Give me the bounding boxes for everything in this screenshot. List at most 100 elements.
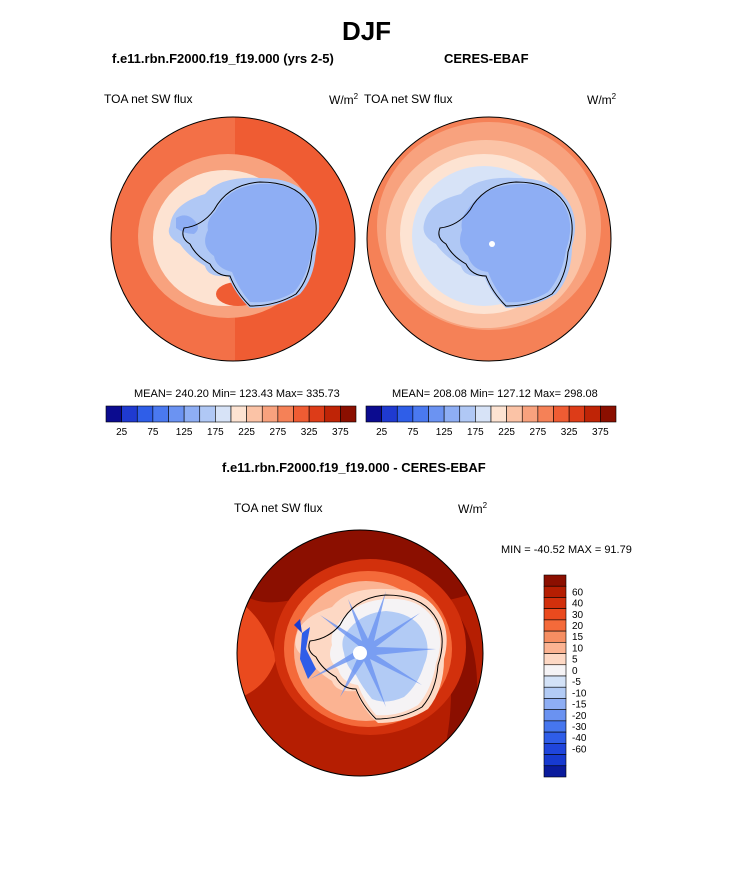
diff-colorbar-label: 0 bbox=[572, 666, 578, 677]
diff-colorbar-label: -5 bbox=[572, 677, 581, 688]
panel-1-colorbar-swatch bbox=[199, 405, 216, 423]
panel-2-colorbar-tick-label: 375 bbox=[592, 427, 609, 438]
panel-1-colorbar-swatch bbox=[136, 405, 154, 423]
panel-2-colorbar-tick-label: 25 bbox=[376, 427, 388, 438]
panel-2-colorbar-tick-label: 175 bbox=[467, 427, 484, 438]
panel-1-colorbar-swatch bbox=[121, 405, 138, 423]
panel-1-colorbar-tick-label: 25 bbox=[116, 427, 128, 438]
panel-1-colorbar-swatch bbox=[261, 405, 279, 423]
diff-colorbar-swatch bbox=[543, 686, 567, 699]
panel-2-colorbar-swatch bbox=[506, 405, 523, 423]
panel-2-colorbar-swatch bbox=[459, 405, 476, 423]
panel-1-variable-label: TOA net SW flux bbox=[104, 92, 193, 106]
panel-1-colorbar-swatch bbox=[230, 405, 247, 423]
diff-colorbar-label: 15 bbox=[572, 632, 584, 643]
panel-2-colorbar-swatch bbox=[600, 405, 617, 423]
panel-2-colorbar-tick-label: 125 bbox=[436, 427, 453, 438]
panel-1-colorbar-tick-label: 175 bbox=[207, 427, 224, 438]
diff-colorbar-swatch bbox=[543, 664, 567, 677]
panel-1-colorbar-tick-label: 125 bbox=[176, 427, 193, 438]
diff-colorbar-swatch bbox=[543, 698, 567, 710]
panel-2-colorbar-swatch bbox=[381, 405, 398, 423]
diff-colorbar-label: -20 bbox=[572, 711, 587, 722]
panel-2-colorbar-tick-label: 75 bbox=[407, 427, 419, 438]
diff-colorbar-label: 30 bbox=[572, 610, 584, 621]
panel-1-colorbar-tick-label: 325 bbox=[301, 427, 318, 438]
diff-colorbar-label: -60 bbox=[572, 744, 587, 755]
panel-2-colorbar-swatch bbox=[396, 405, 414, 423]
ceres-polar-map bbox=[366, 116, 612, 362]
diff-colorbar-label: -30 bbox=[572, 722, 587, 733]
panel-1-colorbar-swatch bbox=[277, 405, 294, 423]
diff-colorbar-swatch bbox=[543, 608, 567, 621]
panel-2-colorbar-swatch bbox=[443, 405, 461, 423]
diff-colorbar-swatch bbox=[543, 642, 567, 654]
diff-colorbar-swatch bbox=[543, 597, 567, 609]
panel-1-colorbar-swatch bbox=[246, 405, 263, 423]
panel-1-colorbar-swatch bbox=[215, 405, 232, 423]
diff-colorbar-swatch bbox=[543, 675, 567, 688]
panel-1-case-title: f.e11.rbn.F2000.f19_f19.000 (yrs 2-5) bbox=[112, 51, 334, 66]
panel-1-colorbar-swatch bbox=[293, 405, 310, 423]
panel-1-colorbar-swatch bbox=[183, 405, 201, 423]
panel-2-stats: MEAN= 208.08 Min= 127.12 Max= 298.08 bbox=[392, 388, 598, 400]
diff-colorbar-label: 60 bbox=[572, 587, 584, 598]
diff-colorbar-label: 40 bbox=[572, 599, 584, 610]
diff-colorbar-swatch bbox=[543, 754, 567, 767]
diff-colorbar-label: 10 bbox=[572, 643, 584, 654]
panel-1-units-label: W/m2 bbox=[329, 92, 359, 107]
panel-2-colorbar-swatch bbox=[365, 405, 382, 423]
diff-variable-label: TOA net SW flux bbox=[234, 501, 323, 515]
panel-1-colorbar-swatch bbox=[340, 405, 357, 423]
diff-colorbar-label: 20 bbox=[572, 621, 584, 632]
panel-2-colorbar: 25 75 125 175 225 275 325 375 bbox=[365, 405, 617, 438]
panel-1-colorbar-tick-label: 275 bbox=[270, 427, 287, 438]
panel-1-colorbar-tick-label: 225 bbox=[238, 427, 255, 438]
panel-1-stats: MEAN= 240.20 Min= 123.43 Max= 335.73 bbox=[134, 388, 340, 400]
panel-2-case-title: CERES-EBAF bbox=[444, 51, 529, 66]
diff-colorbar-swatch bbox=[543, 619, 567, 632]
diff-colorbar-swatch bbox=[543, 653, 567, 666]
panel-2-colorbar-swatch bbox=[475, 405, 492, 423]
panel-2-colorbar-tick-label: 225 bbox=[498, 427, 515, 438]
panel-2-units-label: W/m2 bbox=[587, 92, 617, 107]
difference-polar-map bbox=[236, 529, 484, 777]
panel-1-colorbar-swatch bbox=[152, 405, 169, 423]
panel-1-colorbar-swatch bbox=[105, 405, 122, 423]
panel-1-colorbar-swatch bbox=[168, 405, 185, 423]
diff-colorbar-label: 5 bbox=[572, 655, 578, 666]
diff-colorbar-label: -40 bbox=[572, 733, 587, 744]
panel-2-colorbar-tick-label: 275 bbox=[530, 427, 547, 438]
panel-2-variable-label: TOA net SW flux bbox=[364, 92, 453, 106]
diff-colorbar-label: -10 bbox=[572, 688, 587, 699]
model-polar-map bbox=[110, 116, 356, 362]
panel-2-colorbar-swatch bbox=[428, 405, 445, 423]
diff-colorbar-label: -15 bbox=[572, 700, 587, 711]
page-title: DJF bbox=[341, 16, 392, 46]
diff-colorbar-swatch bbox=[543, 743, 567, 755]
panel-2-colorbar-swatch bbox=[521, 405, 539, 423]
panel-2-colorbar-swatch bbox=[537, 405, 554, 423]
diff-colorbar-swatch bbox=[543, 585, 567, 598]
diff-minmax: MIN = -40.52 MAX = 91.79 bbox=[501, 544, 632, 556]
diff-colorbar-swatch bbox=[543, 720, 567, 733]
panel-2-colorbar-swatch bbox=[584, 405, 601, 423]
panel-1-colorbar-tick-label: 375 bbox=[332, 427, 349, 438]
panel-1-colorbar: 25 75 125 175 225 275 325 375 bbox=[105, 405, 357, 438]
panel-2-colorbar-swatch bbox=[412, 405, 429, 423]
diff-colorbar-swatch bbox=[543, 709, 567, 722]
diff-units-label: W/m2 bbox=[458, 501, 488, 516]
panel-2-colorbar-tick-label: 325 bbox=[561, 427, 578, 438]
panel-1-colorbar-tick-label: 75 bbox=[147, 427, 159, 438]
diff-colorbar-swatch bbox=[543, 731, 567, 744]
panel-2-colorbar-swatch bbox=[553, 405, 570, 423]
panel-1-colorbar-swatch bbox=[308, 405, 326, 423]
diff-colorbar-swatch bbox=[543, 630, 567, 643]
panel-2-colorbar-swatch bbox=[490, 405, 507, 423]
diff-title: f.e11.rbn.F2000.f19_f19.000 - CERES-EBAF bbox=[222, 460, 486, 475]
diff-colorbar-swatch bbox=[543, 574, 567, 587]
diff-colorbar-swatch bbox=[543, 765, 567, 778]
panel-1-colorbar-swatch bbox=[324, 405, 341, 423]
panel-2-colorbar-swatch bbox=[568, 405, 586, 423]
